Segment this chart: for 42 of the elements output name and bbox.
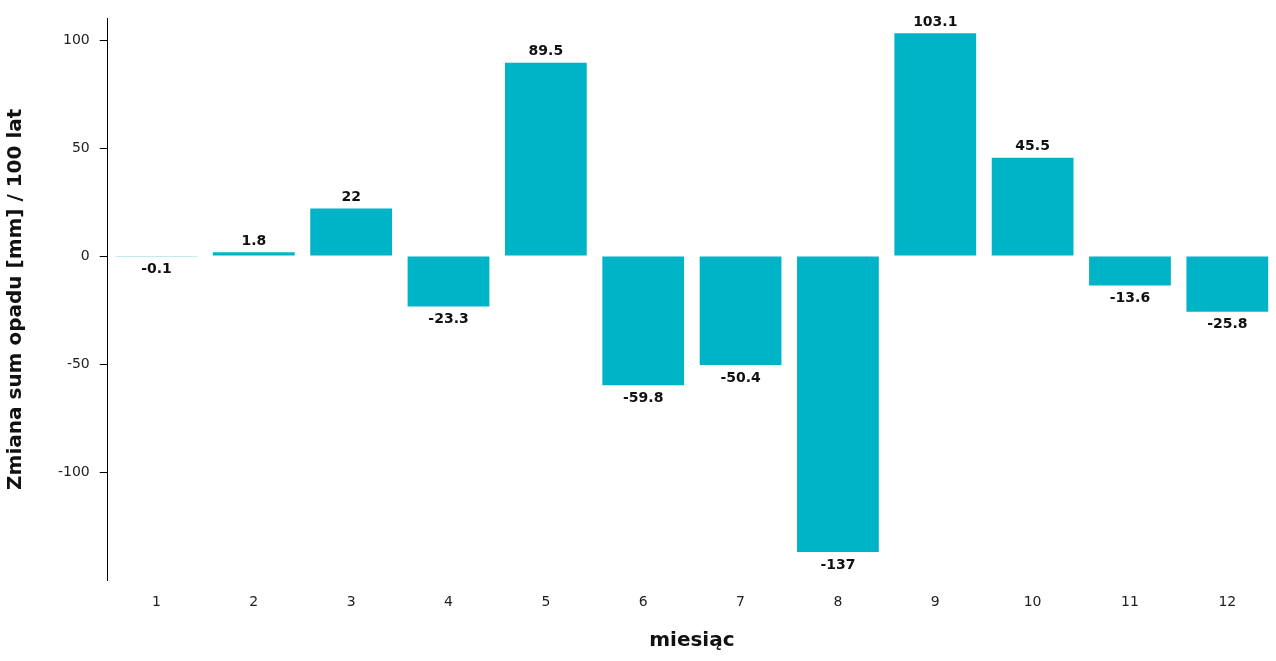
bar xyxy=(212,252,295,256)
x-tick-label: 6 xyxy=(638,593,648,610)
x-tick-label: 1 xyxy=(151,593,161,610)
data-label: -59.8 xyxy=(623,388,664,405)
bar xyxy=(310,208,393,256)
y-axis-title: Zmiana sum opadu [mm] / 100 lat xyxy=(2,108,27,490)
x-axis-title: miesiąc xyxy=(649,627,735,652)
x-tick-label: 4 xyxy=(444,593,454,610)
x-tick-label: 10 xyxy=(1023,593,1042,610)
x-tick-label: 7 xyxy=(736,593,746,610)
y-tick-label: -50 xyxy=(66,354,90,371)
bar xyxy=(1186,256,1269,312)
bar xyxy=(797,256,879,553)
y-tick-label: 50 xyxy=(71,138,90,155)
bar xyxy=(894,33,977,256)
data-label: 45.5 xyxy=(1015,137,1050,154)
data-label: -13.6 xyxy=(1109,289,1151,306)
data-label: 1.8 xyxy=(241,231,267,248)
y-tick-label: 0 xyxy=(80,246,90,263)
x-tick-label: 5 xyxy=(541,593,551,610)
data-label: -137 xyxy=(820,555,856,572)
y-tick-label: -100 xyxy=(57,462,90,479)
bar xyxy=(991,157,1074,256)
bar xyxy=(602,256,685,386)
data-label: 22 xyxy=(341,188,361,205)
x-tick-label: 9 xyxy=(930,593,940,610)
data-label: -0.1 xyxy=(141,259,172,276)
bar xyxy=(1089,256,1171,286)
data-label: -50.4 xyxy=(720,368,761,385)
bar xyxy=(504,62,587,256)
bar xyxy=(699,256,782,365)
x-tick-label: 3 xyxy=(346,593,356,610)
y-tick-label: 100 xyxy=(63,30,90,47)
x-tick-label: 2 xyxy=(249,593,259,610)
x-tick-label: 12 xyxy=(1218,593,1237,610)
data-label: -25.8 xyxy=(1207,315,1248,332)
data-label: -23.3 xyxy=(428,310,469,327)
bar xyxy=(407,256,490,307)
x-tick-label: 8 xyxy=(833,593,843,610)
x-tick-label: 11 xyxy=(1121,593,1139,610)
data-label: 89.5 xyxy=(528,42,564,59)
data-label: 103.1 xyxy=(913,12,958,29)
